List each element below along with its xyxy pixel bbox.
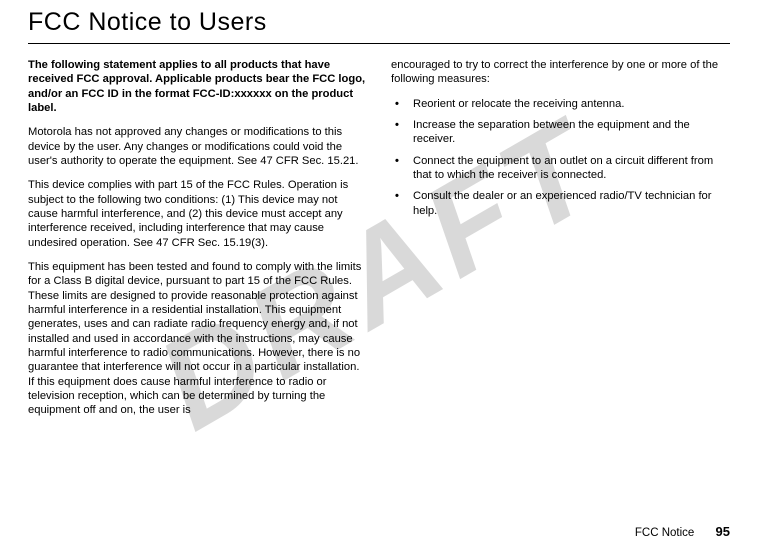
page-content: FCC Notice to Users The following statem… (0, 0, 758, 440)
measures-list: • Reorient or relocate the receiving ant… (391, 97, 730, 218)
column-right: encouraged to try to correct the interfe… (391, 58, 730, 428)
bullet-icon: • (391, 154, 413, 183)
para-changes: Motorola has not approved any changes or… (28, 125, 367, 168)
bullet-icon: • (391, 118, 413, 147)
list-item: • Increase the separation between the eq… (391, 118, 730, 147)
list-item: • Consult the dealer or an experienced r… (391, 189, 730, 218)
para-classb: This equipment has been tested and found… (28, 260, 367, 418)
page-footer: FCC Notice 95 (635, 524, 730, 539)
bullet-text: Consult the dealer or an experienced rad… (413, 189, 730, 218)
page-title: FCC Notice to Users (28, 8, 730, 37)
column-left: The following statement applies to all p… (28, 58, 367, 428)
bullet-icon: • (391, 97, 413, 111)
para-part15: This device complies with part 15 of the… (28, 178, 367, 250)
list-item: • Connect the equipment to an outlet on … (391, 154, 730, 183)
para-lead: encouraged to try to correct the interfe… (391, 58, 730, 87)
bullet-text: Connect the equipment to an outlet on a … (413, 154, 730, 183)
bullet-text: Increase the separation between the equi… (413, 118, 730, 147)
footer-label: FCC Notice (635, 527, 694, 539)
bullet-icon: • (391, 189, 413, 218)
bullet-text: Reorient or relocate the receiving anten… (413, 97, 730, 111)
page-number: 95 (716, 524, 730, 539)
intro-bold: The following statement applies to all p… (28, 58, 367, 115)
title-rule (28, 43, 730, 44)
two-column-layout: The following statement applies to all p… (28, 58, 730, 428)
list-item: • Reorient or relocate the receiving ant… (391, 97, 730, 111)
